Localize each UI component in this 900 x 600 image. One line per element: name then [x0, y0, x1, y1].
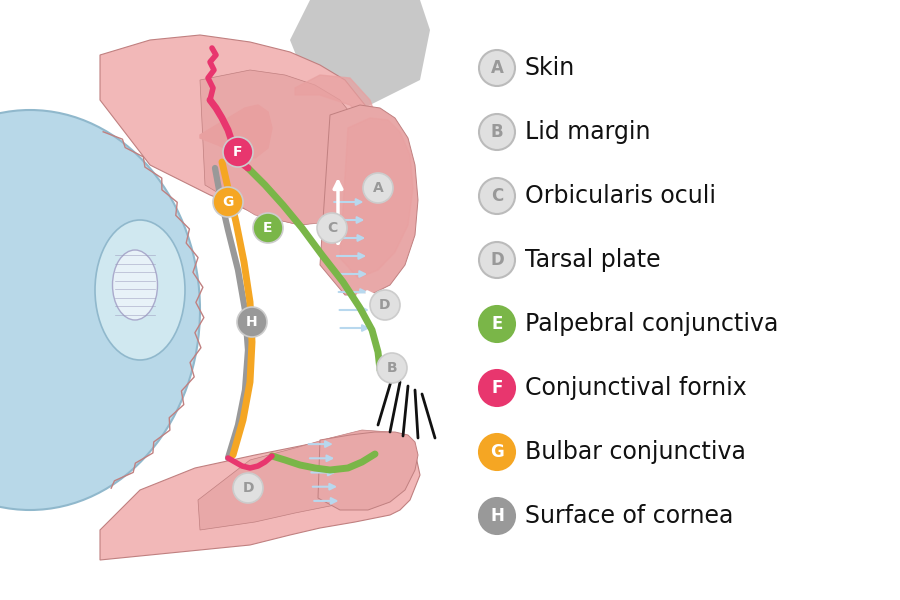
Text: Orbicularis oculi: Orbicularis oculi	[525, 184, 716, 208]
Text: C: C	[491, 187, 503, 205]
Polygon shape	[290, 0, 430, 110]
Polygon shape	[320, 105, 418, 295]
Text: G: G	[222, 195, 234, 209]
Circle shape	[479, 306, 515, 342]
Text: G: G	[491, 443, 504, 461]
Text: Lid margin: Lid margin	[525, 120, 651, 144]
Circle shape	[223, 137, 253, 167]
Polygon shape	[295, 75, 380, 128]
Text: H: H	[491, 507, 504, 525]
Ellipse shape	[112, 250, 158, 320]
Text: D: D	[242, 481, 254, 495]
Circle shape	[479, 434, 515, 470]
Polygon shape	[198, 430, 415, 530]
Polygon shape	[200, 105, 272, 158]
Polygon shape	[100, 35, 380, 225]
Text: E: E	[263, 221, 273, 235]
Ellipse shape	[0, 110, 200, 510]
Circle shape	[237, 307, 267, 337]
Circle shape	[317, 213, 347, 243]
Circle shape	[479, 242, 515, 278]
Circle shape	[479, 178, 515, 214]
Polygon shape	[340, 118, 413, 278]
Text: Skin: Skin	[525, 56, 575, 80]
Text: Surface of cornea: Surface of cornea	[525, 504, 733, 528]
Circle shape	[213, 187, 243, 217]
Circle shape	[363, 173, 393, 203]
Text: Conjunctival fornix: Conjunctival fornix	[525, 376, 747, 400]
Circle shape	[370, 290, 400, 320]
Text: A: A	[373, 181, 383, 195]
Polygon shape	[100, 435, 420, 560]
Text: C: C	[327, 221, 338, 235]
Circle shape	[479, 498, 515, 534]
Text: D: D	[379, 298, 391, 312]
Text: Palpebral conjunctiva: Palpebral conjunctiva	[525, 312, 778, 336]
Ellipse shape	[95, 220, 185, 360]
Circle shape	[233, 473, 263, 503]
Circle shape	[479, 370, 515, 406]
Text: Tarsal plate: Tarsal plate	[525, 248, 661, 272]
Polygon shape	[200, 70, 375, 225]
Text: H: H	[247, 315, 257, 329]
Text: E: E	[491, 315, 503, 333]
Text: F: F	[491, 379, 503, 397]
Text: B: B	[491, 123, 503, 141]
Polygon shape	[318, 432, 418, 510]
Text: A: A	[491, 59, 503, 77]
Text: B: B	[387, 361, 397, 375]
Circle shape	[377, 353, 407, 383]
Text: Bulbar conjunctiva: Bulbar conjunctiva	[525, 440, 746, 464]
Circle shape	[479, 50, 515, 86]
Text: F: F	[233, 145, 243, 159]
Circle shape	[253, 213, 283, 243]
Text: D: D	[491, 251, 504, 269]
Circle shape	[479, 114, 515, 150]
